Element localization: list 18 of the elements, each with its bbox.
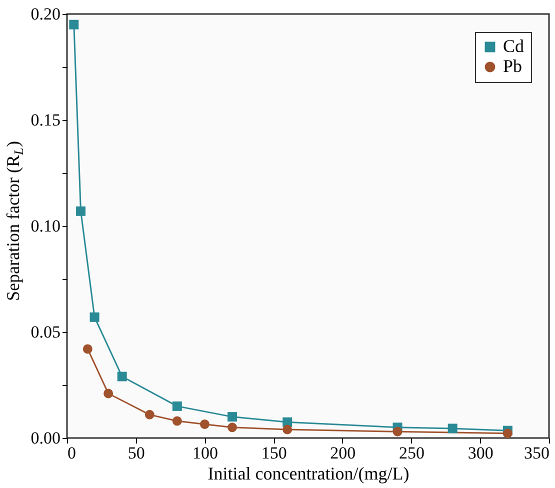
y-tick-label: 0.10	[30, 216, 60, 236]
y-tick-label: 0.15	[30, 110, 60, 130]
legend-label: Cd	[503, 36, 524, 56]
point	[76, 206, 86, 216]
x-tick-label: 50	[128, 444, 145, 462]
x-tick-label: 350	[524, 444, 550, 462]
x-tick-label: 150	[261, 444, 287, 462]
x-tick-label: 300	[468, 444, 494, 462]
x-tick-label: 0	[68, 444, 76, 462]
y-tick-label: 0.05	[30, 322, 60, 342]
x-axis-title: Initial concentration/(mg/L)	[208, 464, 410, 484]
x-tick-label: 100	[192, 444, 218, 462]
y-axis-title: Separation factor (RL)	[3, 141, 26, 301]
x-tick-label: 250	[399, 444, 425, 462]
x-tick-label: 200	[330, 444, 356, 462]
y-tick-label: 0.20	[30, 4, 60, 24]
y-tick-label: 0.00	[30, 428, 60, 448]
legend-label: Pb	[503, 56, 522, 76]
